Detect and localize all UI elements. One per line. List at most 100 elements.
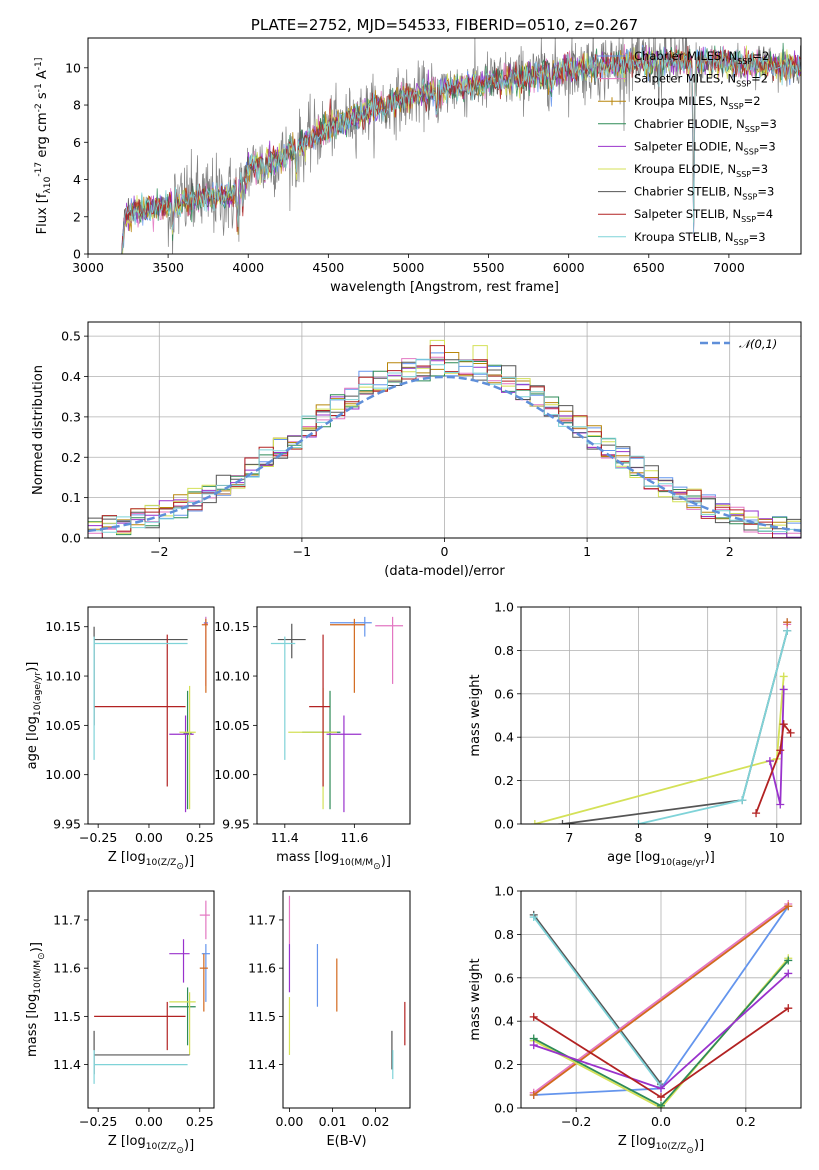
age_vs_mass-point-7 bbox=[309, 634, 331, 787]
mass_weight_vs_age-marker-6-1 bbox=[776, 800, 785, 809]
mass_vs_Z-point-6 bbox=[93, 1030, 190, 1075]
spectrum-ytick-label-3: 6 bbox=[73, 135, 81, 150]
mass_vs_EBV-frame bbox=[282, 890, 411, 1109]
mass_weight_vs_age-ytick-label-0: 0.0 bbox=[494, 817, 514, 832]
mass_weight_vs_Z-marker-7-0 bbox=[529, 1041, 538, 1050]
mass_weight_vs_Z-marker-8-1 bbox=[657, 1093, 665, 1102]
mass_weight_vs_Z-axes: −0.2 0.0 0.2 0.0 0.2 0.4 0.6 0.8 1.0 Z [log10(Z/Z… bbox=[468, 884, 802, 1156]
mass_vs_EBV-xtick-label-0: 0.00 bbox=[276, 1114, 304, 1129]
spectrum-legend-label-1: Salpeter MILES, NSSP=2 bbox=[634, 72, 768, 89]
spectrum-xlabel: wavelength [Angstrom, rest frame] bbox=[330, 280, 559, 295]
mass_weight_vs_Z-marker-8-2 bbox=[784, 1004, 793, 1013]
mass_vs_Z-point-2 bbox=[199, 953, 208, 1012]
mass_weight_vs_Z-ytick-label-5: 1.0 bbox=[494, 884, 514, 899]
mass_weight_vs_age-line-1 bbox=[562, 630, 789, 824]
spectrum-observed-line bbox=[121, 38, 801, 254]
age_vs_mass-xtick-label-0: 11.4 bbox=[271, 830, 299, 845]
age_vs_Z-xlabel: Z [log10(Z/Z⊙)] bbox=[108, 850, 194, 872]
age_vs_mass-plot-area bbox=[270, 616, 404, 813]
residuals-ytick-label-3: 0.3 bbox=[61, 409, 81, 424]
spectrum-xtick-label-7: 6500 bbox=[633, 260, 665, 275]
mass_vs_Z-point-8 bbox=[93, 1050, 188, 1084]
residuals-xlabel: (data-model)/error bbox=[384, 564, 505, 579]
age_vs_mass-point-4 bbox=[326, 715, 362, 813]
spectrum-xtick-label-5: 5500 bbox=[473, 260, 505, 275]
mass_weight_vs_Z-xtick-label-1: 0.0 bbox=[651, 1114, 671, 1129]
age_vs_Z-ylabel: age [log10(age/yr)] bbox=[25, 662, 43, 770]
mass_weight_vs_age-marker-7-0 bbox=[752, 809, 761, 818]
mass_weight_vs_age-marker-7-2 bbox=[779, 720, 788, 729]
residuals-ylabel: Normed distribution bbox=[31, 365, 46, 495]
spectrum-ytick-label-2: 4 bbox=[73, 172, 81, 187]
residuals-ytick-label-2: 0.2 bbox=[61, 450, 81, 465]
spectrum-ytick-label-5: 10 bbox=[65, 60, 81, 75]
mass_weight_vs_Z-frame bbox=[520, 890, 802, 1109]
age_vs_Z-ytick-label-0: 9.95 bbox=[53, 817, 81, 832]
mass_vs_EBV-plot-area bbox=[288, 895, 406, 1080]
spectrum-xtick-label-0: 3000 bbox=[72, 260, 104, 275]
mass_weight_vs_Z-line-0 bbox=[532, 914, 662, 1085]
age_vs_Z-point-7 bbox=[94, 634, 186, 787]
mass_weight_vs_age-xtick-label-0: 7 bbox=[565, 830, 573, 845]
mass_weight_vs_age-ytick-label-4: 0.8 bbox=[494, 643, 514, 658]
spectrum-ytick-label-4: 8 bbox=[73, 98, 81, 113]
residuals-plot-area bbox=[88, 322, 801, 538]
mass_vs_Z-ytick-label-3: 11.7 bbox=[53, 912, 81, 927]
spectrum-legend-label-2: Kroupa MILES, NSSP=2 bbox=[634, 94, 761, 111]
residuals-axes: −2 −1 0 1 2 0.0 0.1 0.2 0.3 0.4 0.5 (data-model)/er… bbox=[31, 321, 802, 579]
mass_weight_vs_Z-plot-area bbox=[521, 891, 801, 1108]
mass_weight_vs_age-ytick-label-1: 0.2 bbox=[494, 773, 514, 788]
residual-histogram-8 bbox=[88, 358, 801, 535]
mass_weight_vs_Z-ytick-label-2: 0.4 bbox=[494, 1014, 514, 1029]
mass_weight_vs_age-marker-6-0 bbox=[765, 757, 774, 766]
age_vs_Z-ytick-label-3: 10.10 bbox=[45, 669, 81, 684]
mass_vs_Z-ylabel: mass [log10(M/M⊙)] bbox=[25, 942, 47, 1057]
mass_vs_Z-point-7 bbox=[94, 1001, 186, 1051]
mass_vs_Z-xtick-label-2: 0.25 bbox=[186, 1114, 214, 1129]
mass_weight_vs_Z-marker-1-0 bbox=[529, 913, 538, 922]
age_vs_Z-xtick-label-2: 0.25 bbox=[186, 830, 214, 845]
spectrum-frame bbox=[87, 37, 802, 255]
spectrum-model-line-8 bbox=[121, 46, 801, 254]
mass_weight_vs_Z-marker-6-2 bbox=[784, 956, 793, 965]
residuals-xtick-label-4: 2 bbox=[726, 544, 734, 559]
age_vs_mass-point-1 bbox=[375, 616, 404, 684]
spectrum-plot-area bbox=[121, 38, 801, 254]
spectrum-axes: 3000 3500 4000 4500 5000 5500 6000 6500 7000 0 2 4 6… bbox=[34, 16, 802, 295]
spectrum-legend-label-6: Chabrier STELIB, NSSP=3 bbox=[634, 185, 774, 202]
mass_weight_vs_Z-marker-6-1 bbox=[657, 1101, 665, 1108]
mass_vs_Z-ytick-label-0: 11.4 bbox=[53, 1057, 81, 1072]
age_vs_mass-point-2 bbox=[330, 618, 365, 693]
mass_weight_vs_age-xtick-label-1: 8 bbox=[635, 830, 643, 845]
residuals-xtick-label-1: −1 bbox=[293, 544, 311, 559]
age_vs_Z-ytick-label-4: 10.15 bbox=[45, 619, 81, 634]
spectrum-legend-label-3: Chabrier ELODIE, NSSP=3 bbox=[634, 117, 777, 134]
mass_weight_vs_Z-marker-8-0 bbox=[529, 1012, 538, 1021]
spectrum-legend-label-0: Chabrier MILES, NSSP=2 bbox=[634, 49, 769, 66]
age_vs_Z-xtick-label-1: 0.00 bbox=[135, 830, 163, 845]
mass_vs_EBV-ytick-label-0: 11.4 bbox=[248, 1057, 276, 1072]
mass_vs_Z-xlabel: Z [log10(Z/Z⊙)] bbox=[108, 1134, 194, 1156]
mass_vs_Z-plot-area bbox=[93, 900, 210, 1084]
age_vs_Z-point-8 bbox=[93, 636, 188, 760]
mass_weight_vs_Z-marker-4-0 bbox=[529, 1090, 538, 1099]
mass_vs_Z-point-3 bbox=[169, 987, 196, 1046]
mass_weight_vs_age-ytick-label-2: 0.4 bbox=[494, 730, 514, 745]
mass_weight_vs_age-line-2 bbox=[638, 630, 789, 824]
age_vs_mass-ytick-label-0: 9.95 bbox=[222, 817, 250, 832]
age_vs_Z-point-3 bbox=[183, 690, 192, 810]
spectrum-xtick-label-8: 7000 bbox=[713, 260, 745, 275]
spectrum-ylabel: Flux [fλ10-17 erg cm-2 s-1 A-1] bbox=[34, 58, 53, 235]
age_vs_mass-ytick-label-2: 10.05 bbox=[214, 718, 250, 733]
residuals-ytick-label-0: 0.0 bbox=[61, 531, 81, 546]
mass_vs_EBV-axes: 0.00 0.01 0.02 11.4 11.5 11.6 11.7 E(B-V) bbox=[248, 890, 411, 1149]
mass_weight_vs_Z-ytick-label-3: 0.6 bbox=[494, 970, 514, 985]
residuals-frame bbox=[87, 321, 802, 539]
mass_vs_Z-xtick-label-1: 0.00 bbox=[135, 1114, 163, 1129]
mass_weight_vs_age-line-7 bbox=[755, 721, 792, 814]
spectrum-legend-label-8: Kroupa STELIB, NSSP=3 bbox=[634, 230, 766, 247]
age_vs_Z-ytick-label-2: 10.05 bbox=[45, 718, 81, 733]
age_vs_mass-frame bbox=[256, 606, 411, 825]
mass_vs_Z-point-0 bbox=[201, 944, 210, 1002]
age_vs_mass-point-0 bbox=[330, 616, 372, 637]
